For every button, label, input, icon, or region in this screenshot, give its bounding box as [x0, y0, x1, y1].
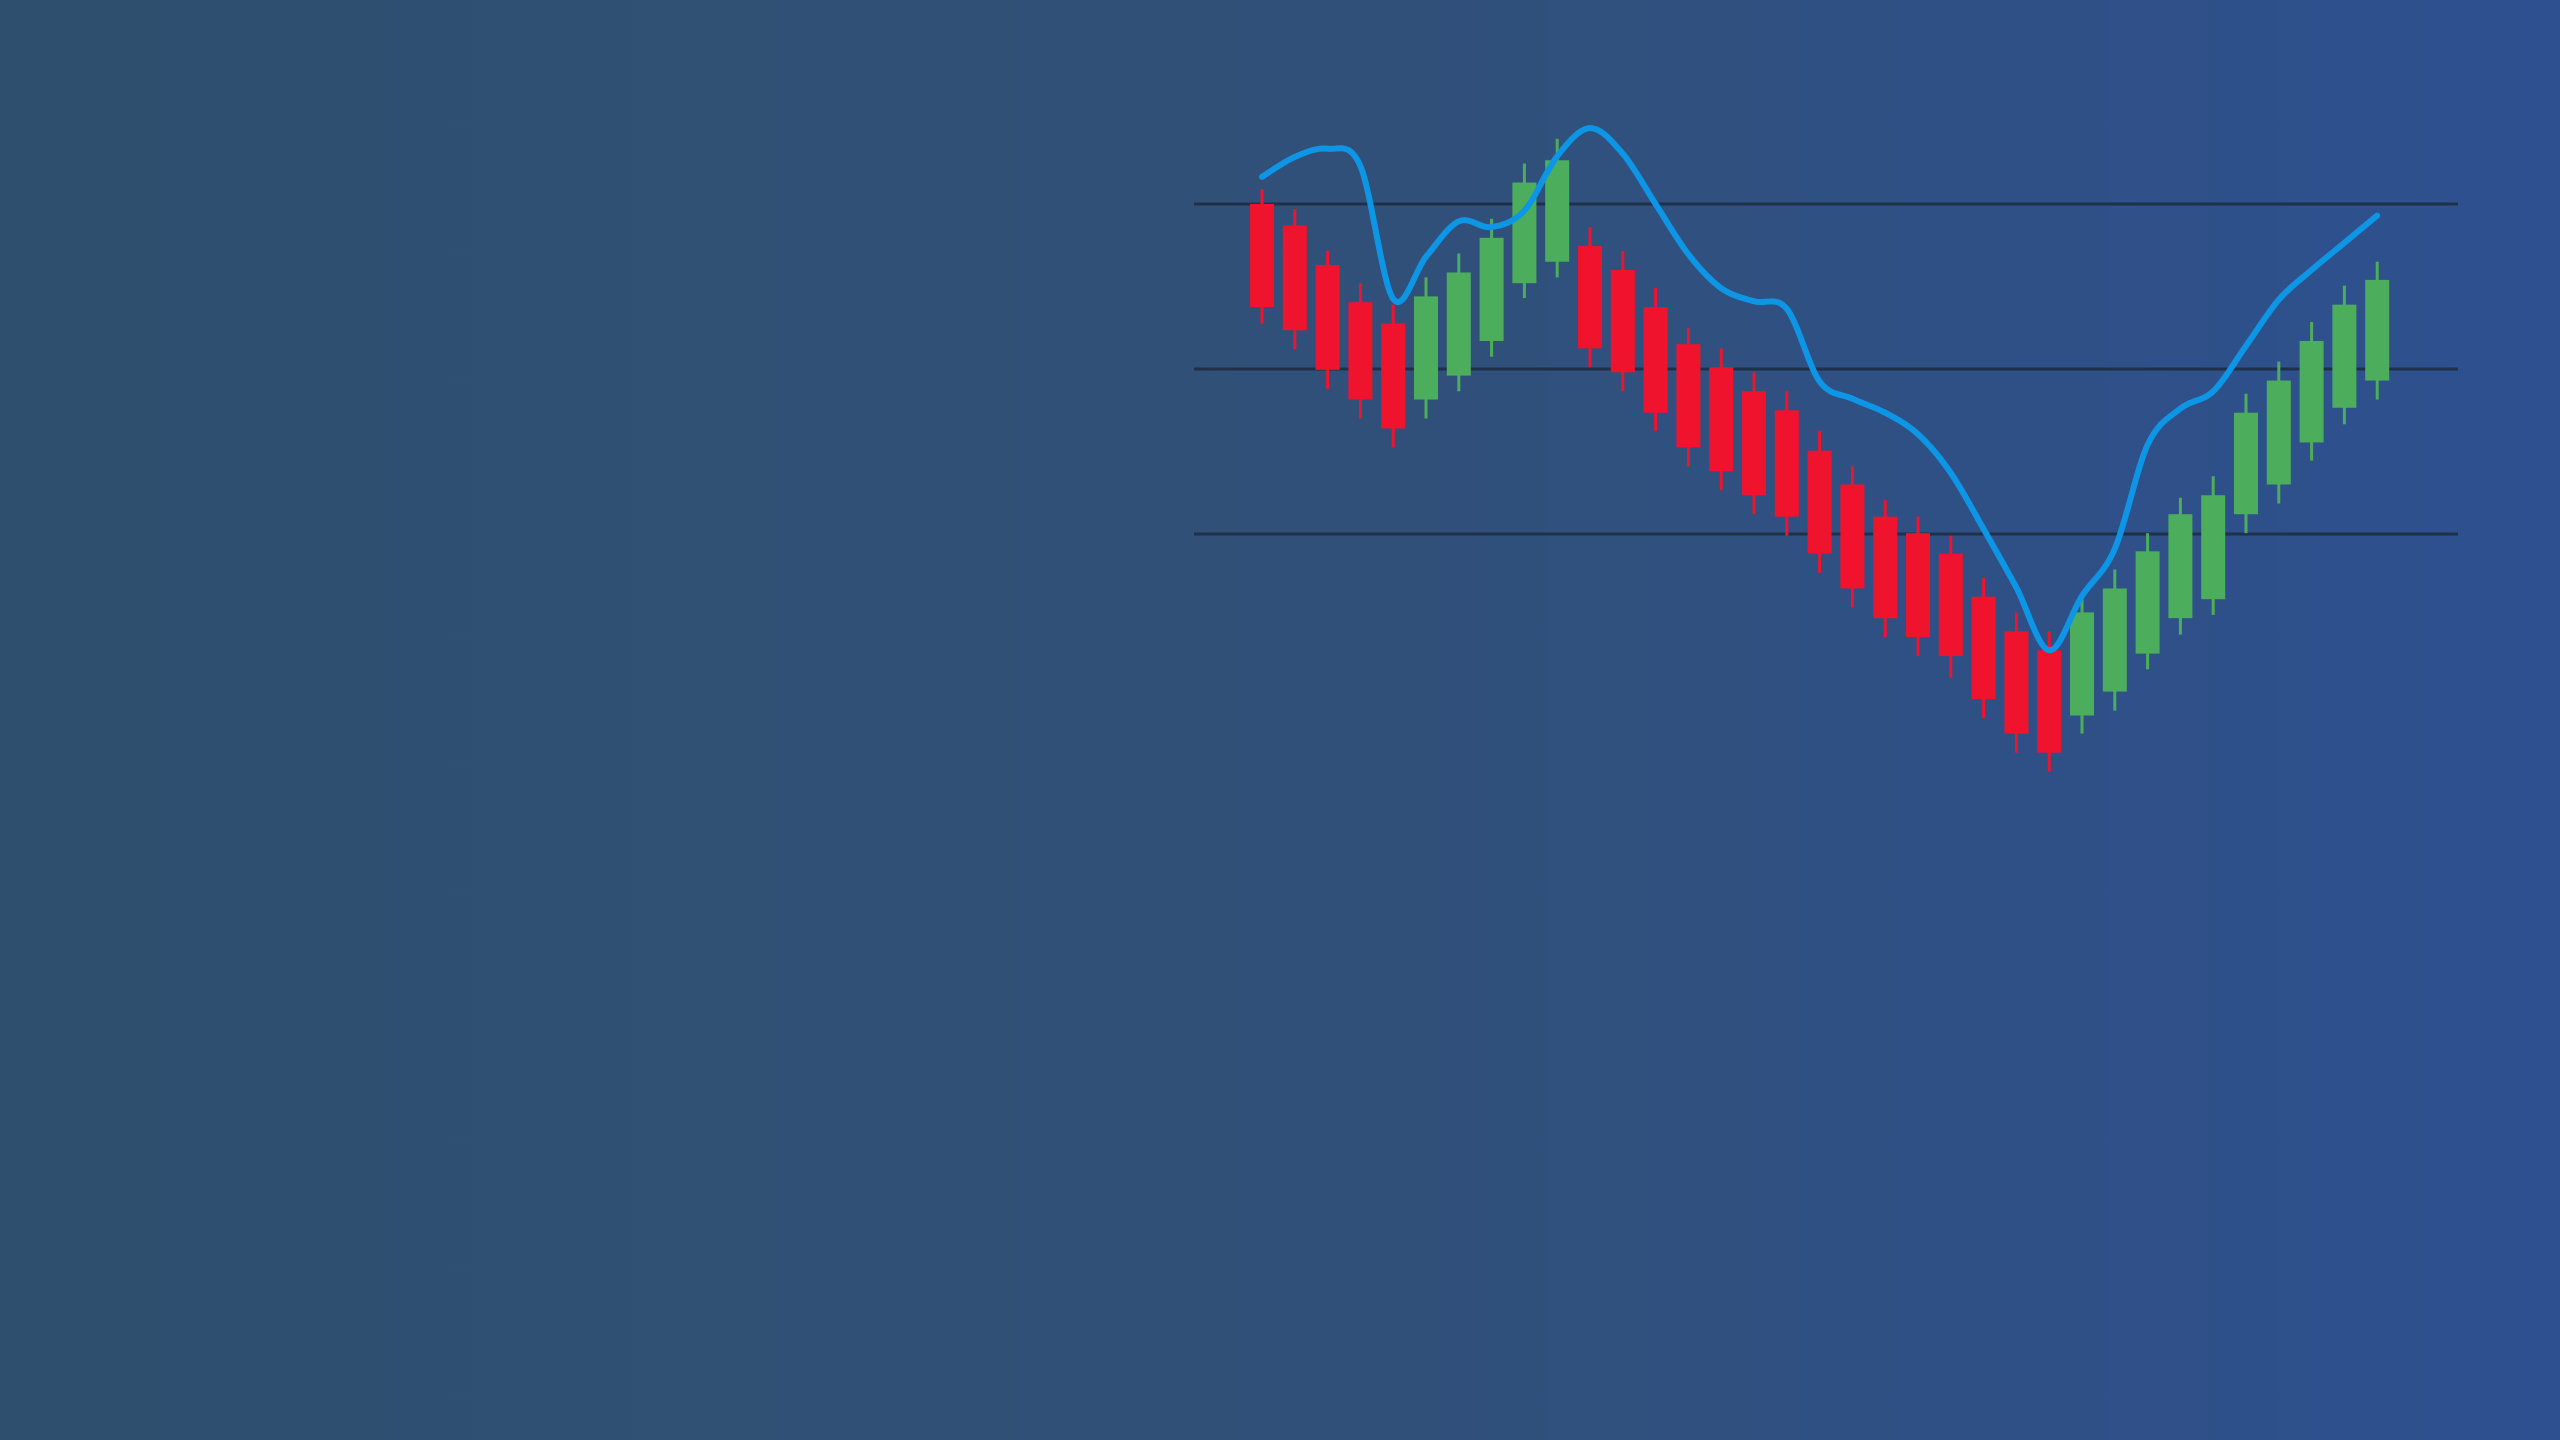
candle-31 — [2234, 393, 2258, 534]
candle-body-down — [2037, 650, 2062, 753]
candle-body-down — [1348, 302, 1373, 400]
candle-body-down — [1906, 533, 1930, 638]
candle-body-down — [1315, 265, 1340, 370]
candle-body-up — [2102, 588, 2127, 692]
candle-5 — [1381, 304, 1406, 448]
candle-body-down — [1807, 450, 1832, 554]
candle-body-down — [1873, 516, 1898, 619]
candle-body-down — [1610, 270, 1635, 373]
candle-body-down — [1282, 225, 1307, 331]
candle-body-up — [2332, 304, 2357, 408]
candle-19 — [1840, 466, 1865, 608]
candle-body-up — [2365, 279, 2390, 381]
candle-body-up — [2135, 551, 2160, 654]
candle-18 — [1807, 430, 1832, 573]
candle-1 — [1250, 189, 1274, 324]
candle-body-down — [1250, 204, 1274, 308]
candle-body-down — [1709, 367, 1734, 472]
candle-25 — [2037, 631, 2062, 772]
candle-10 — [1545, 138, 1570, 278]
candle-20 — [1873, 500, 1898, 638]
candle-17 — [1774, 391, 1799, 536]
candle-body-up — [2201, 495, 2226, 600]
candle-26 — [2070, 593, 2094, 734]
trend-line-layer — [1259, 125, 2381, 654]
candle-2 — [1282, 208, 1307, 350]
candle-28 — [2135, 533, 2160, 670]
candle-body-up — [2234, 412, 2258, 515]
candle-body-up — [2070, 612, 2094, 716]
candle-33 — [2299, 321, 2324, 461]
candle-body-down — [1578, 246, 1602, 349]
candle-body-down — [1643, 307, 1668, 413]
candle-body-down — [1676, 344, 1701, 448]
candle-body-up — [1545, 160, 1570, 262]
trend-line-1 — [1259, 125, 2381, 654]
candle-27 — [2102, 569, 2127, 711]
candle-body-up — [2168, 514, 2193, 619]
candle-24 — [2004, 612, 2029, 753]
candle-body-down — [1742, 391, 1766, 496]
candle-8 — [1479, 218, 1504, 357]
candles — [1250, 138, 2390, 772]
candle-35 — [2365, 261, 2390, 400]
candle-7 — [1446, 253, 1471, 392]
candle-16 — [1742, 372, 1766, 515]
candle-body-down — [1774, 410, 1799, 517]
candle-12 — [1610, 251, 1635, 392]
candle-body-up — [2299, 340, 2324, 443]
candle-3 — [1315, 251, 1340, 389]
candle-body-down — [1938, 553, 1963, 657]
candle-4 — [1348, 283, 1373, 419]
candle-11 — [1578, 227, 1602, 368]
candle-21 — [1906, 516, 1930, 657]
candle-body-down — [1381, 323, 1406, 429]
candle-body-up — [2266, 380, 2291, 485]
candle-13 — [1643, 288, 1668, 431]
candle-22 — [1938, 535, 1963, 678]
candle-body-up — [1414, 296, 1438, 400]
candle-32 — [2266, 361, 2291, 504]
candle-30 — [2201, 476, 2226, 615]
candle-body-down — [1971, 596, 1996, 699]
candle-9 — [1512, 163, 1537, 299]
candle-29 — [2168, 497, 2193, 635]
candle-34 — [2332, 285, 2357, 425]
candle-body-up — [1479, 237, 1504, 341]
candle-6 — [1414, 277, 1438, 419]
candle-23 — [1971, 577, 1996, 718]
candle-14 — [1676, 327, 1701, 467]
candle-body-down — [1840, 484, 1865, 589]
candle-body-down — [2004, 631, 2029, 734]
candle-15 — [1709, 348, 1734, 491]
candle-body-up — [1446, 272, 1471, 376]
